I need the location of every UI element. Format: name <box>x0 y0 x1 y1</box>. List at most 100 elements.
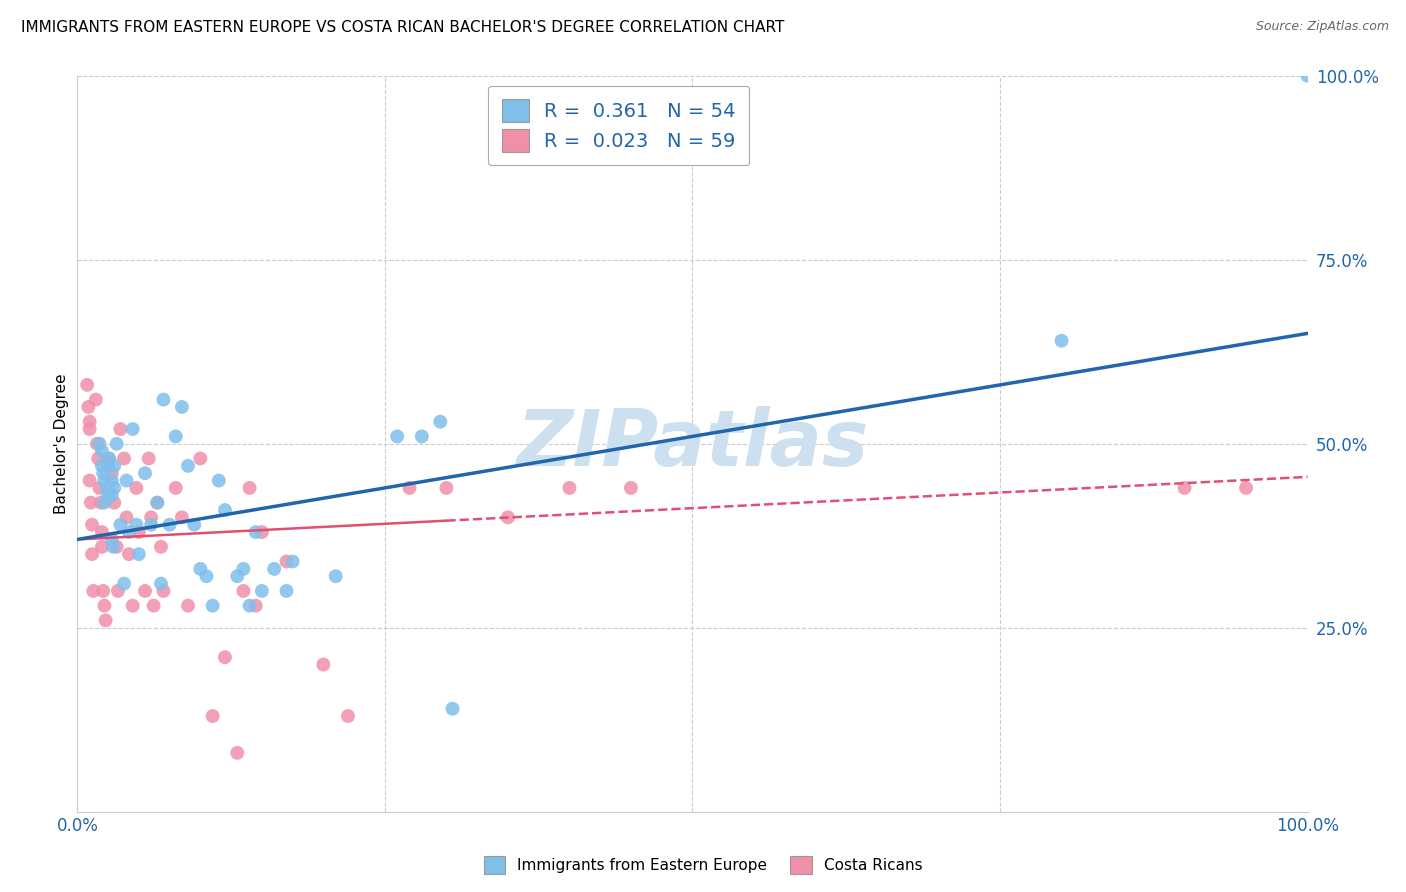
Point <box>232 584 254 599</box>
Point <box>91 584 114 599</box>
Point <box>82 517 104 532</box>
Point <box>190 451 212 466</box>
Point <box>436 481 458 495</box>
Point <box>177 599 200 613</box>
Point <box>496 510 519 524</box>
Point <box>239 599 262 613</box>
Point <box>103 481 125 495</box>
Point <box>79 422 101 436</box>
Point <box>125 481 148 495</box>
Legend: R =  0.361   N = 54, R =  0.023   N = 59: R = 0.361 N = 54, R = 0.023 N = 59 <box>488 86 749 165</box>
Point <box>165 429 187 443</box>
Point <box>142 599 165 613</box>
Text: Source: ZipAtlas.com: Source: ZipAtlas.com <box>1256 20 1389 33</box>
Point <box>558 481 581 495</box>
Point <box>429 415 451 429</box>
Point <box>98 451 121 466</box>
Point <box>112 576 135 591</box>
Point <box>101 466 124 480</box>
Point <box>94 614 117 628</box>
Point <box>118 524 141 539</box>
Point <box>337 709 360 723</box>
Point <box>134 584 156 599</box>
Point <box>79 474 101 488</box>
Point <box>141 510 163 524</box>
Point <box>91 466 114 480</box>
Point <box>90 444 114 458</box>
Point <box>620 481 643 495</box>
Point <box>115 474 138 488</box>
Point <box>146 496 169 510</box>
Point <box>93 599 115 613</box>
Point <box>226 746 249 760</box>
Point <box>128 524 150 539</box>
Point <box>201 599 224 613</box>
Point <box>250 524 273 539</box>
Point <box>1296 69 1319 83</box>
Point <box>101 540 124 554</box>
Point <box>84 392 107 407</box>
Point <box>150 540 173 554</box>
Point <box>226 569 249 583</box>
Text: ZIPatlas: ZIPatlas <box>516 406 869 482</box>
Point <box>101 533 124 547</box>
Point <box>105 540 128 554</box>
Point <box>79 415 101 429</box>
Point <box>90 496 112 510</box>
Point <box>1174 481 1197 495</box>
Point <box>110 517 132 532</box>
Point <box>103 458 125 473</box>
Point <box>146 496 169 510</box>
Point <box>82 547 104 561</box>
Point <box>152 584 174 599</box>
Point <box>125 517 148 532</box>
Point <box>89 481 111 495</box>
Point <box>138 451 160 466</box>
Point <box>177 458 200 473</box>
Point <box>118 547 141 561</box>
Point <box>82 584 104 599</box>
Text: IMMIGRANTS FROM EASTERN EUROPE VS COSTA RICAN BACHELOR'S DEGREE CORRELATION CHAR: IMMIGRANTS FROM EASTERN EUROPE VS COSTA … <box>21 20 785 35</box>
Point <box>250 584 273 599</box>
Point <box>101 488 124 502</box>
Point <box>441 701 464 715</box>
Point <box>239 481 262 495</box>
Legend: Immigrants from Eastern Europe, Costa Ricans: Immigrants from Eastern Europe, Costa Ri… <box>478 850 928 880</box>
Point <box>170 400 193 414</box>
Point <box>103 496 125 510</box>
Point <box>1050 334 1073 348</box>
Point <box>170 510 193 524</box>
Point <box>112 451 135 466</box>
Point <box>90 524 114 539</box>
Point <box>190 562 212 576</box>
Point <box>97 458 120 473</box>
Point <box>96 481 118 495</box>
Point <box>101 474 124 488</box>
Point <box>93 474 115 488</box>
Point <box>214 650 236 665</box>
Point <box>245 524 267 539</box>
Point <box>77 400 100 414</box>
Point <box>87 451 110 466</box>
Point <box>263 562 285 576</box>
Point <box>398 481 420 495</box>
Point <box>281 554 304 569</box>
Point <box>232 562 254 576</box>
Point <box>214 503 236 517</box>
Point <box>208 474 231 488</box>
Point <box>276 584 298 599</box>
Point <box>183 517 205 532</box>
Point <box>165 481 187 495</box>
Point <box>159 517 181 532</box>
Point <box>134 466 156 480</box>
Y-axis label: Bachelor's Degree: Bachelor's Degree <box>53 374 69 514</box>
Point <box>150 576 173 591</box>
Point <box>276 554 298 569</box>
Point <box>90 458 114 473</box>
Point <box>325 569 347 583</box>
Point <box>93 496 115 510</box>
Point <box>411 429 433 443</box>
Point <box>115 510 138 524</box>
Point <box>97 488 120 502</box>
Point <box>245 599 267 613</box>
